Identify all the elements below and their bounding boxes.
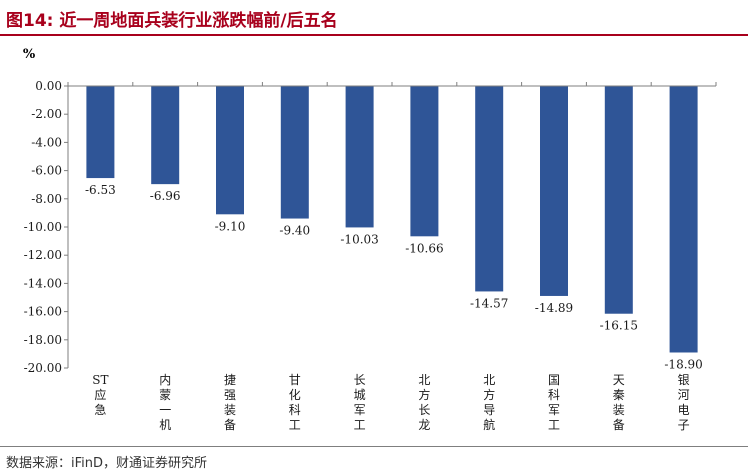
y-tick-label: -6.00 [31, 164, 62, 178]
x-tick-label: 北方长龙 [418, 373, 430, 432]
bar [151, 86, 180, 185]
x-tick-label: 银河电子 [678, 373, 690, 432]
data-label: -9.40 [279, 224, 310, 238]
y-tick-label: -2.00 [31, 107, 62, 121]
y-tick-label: -12.00 [24, 248, 62, 262]
chart-title: 图14: 近一周地面兵装行业涨跌幅前/后五名 [6, 11, 338, 31]
data-label: -10.66 [405, 241, 443, 255]
bar [345, 86, 374, 228]
source-bar: 数据来源：iFinD，财通证券研究所 [0, 446, 748, 476]
bar [669, 86, 698, 353]
data-label: -18.90 [664, 357, 702, 371]
y-tick-label: -14.00 [24, 276, 62, 290]
bar [604, 86, 633, 314]
x-tick-label: 甘化科工 [289, 373, 301, 432]
y-tick-label: -10.00 [24, 220, 62, 234]
data-label: -9.10 [215, 219, 246, 233]
data-label: -16.15 [600, 319, 638, 333]
chart-area: % 0.00 -2.00 -4.00 -6.00 -8.00 -10.00 -12.00 -1… [0, 34, 748, 444]
data-label: -6.53 [85, 183, 116, 197]
y-tick-label: -8.00 [31, 192, 62, 206]
data-label: -6.96 [150, 189, 181, 203]
y-tick-label: -4.00 [31, 135, 62, 149]
bar [410, 86, 439, 237]
y-tick-label: -18.00 [24, 333, 62, 347]
bar [216, 86, 244, 215]
bar-chart: % 0.00 -2.00 -4.00 -6.00 -8.00 -10.00 -12.00 -1… [23, 47, 717, 432]
y-tick-label: -20.00 [24, 361, 62, 375]
x-tick-label: 天秦装备 [613, 373, 625, 432]
x-tick-label: 内蒙一机 [159, 373, 171, 432]
data-label: -14.57 [470, 296, 508, 310]
bar [540, 86, 568, 296]
source-note: 数据来源：iFinD，财通证券研究所 [6, 456, 208, 471]
x-tick-label: 北方导航 [483, 373, 495, 432]
y-tick-label: -16.00 [24, 305, 62, 319]
title-bar: 图14: 近一周地面兵装行业涨跌幅前/后五名 [0, 0, 748, 36]
x-tick-label: 国科军工 [548, 373, 560, 432]
bar [475, 86, 504, 292]
bar [86, 86, 115, 179]
data-label: -14.89 [535, 301, 573, 315]
y-tick-label: 0.00 [35, 79, 62, 93]
y-axis-unit-label: % [23, 47, 36, 62]
x-tick-label: 长城军工 [354, 373, 366, 432]
data-label: -10.03 [340, 232, 378, 246]
x-tick-label: ST 应急 [92, 373, 108, 417]
bar [280, 86, 309, 219]
x-tick-label: 捷强装备 [224, 373, 236, 432]
